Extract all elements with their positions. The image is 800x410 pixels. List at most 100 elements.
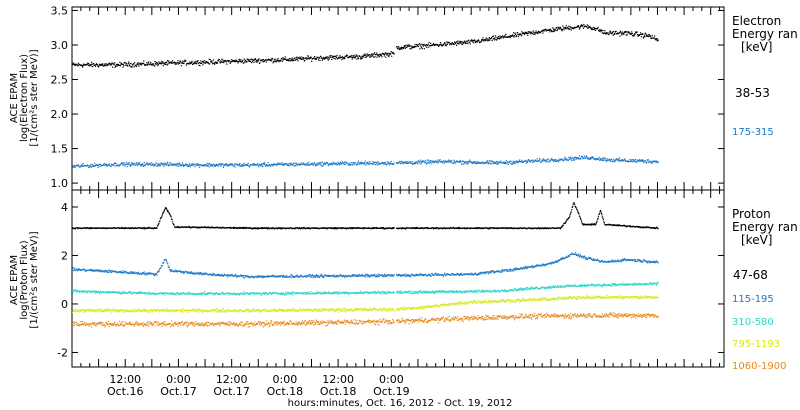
proton-point	[510, 227, 512, 229]
proton-point	[468, 274, 470, 276]
proton-point	[301, 227, 303, 229]
electron-point	[494, 161, 496, 163]
proton-point	[408, 274, 410, 276]
proton-point	[195, 227, 198, 229]
electron-point	[148, 164, 150, 166]
electron-point	[314, 163, 316, 165]
electron-point	[478, 40, 480, 42]
electron-point	[301, 56, 303, 58]
proton-point	[132, 271, 134, 274]
electron-point	[625, 34, 627, 36]
proton-point	[560, 227, 562, 229]
proton-point	[242, 276, 244, 278]
electron-point	[198, 166, 201, 168]
electron-point	[461, 163, 463, 165]
electron-point	[443, 42, 445, 44]
electron-point	[358, 162, 361, 164]
proton-point	[340, 275, 342, 277]
electron-point	[135, 64, 137, 66]
electron-point	[494, 39, 496, 41]
proton-point	[356, 227, 358, 229]
proton-point	[199, 272, 201, 274]
proton-point	[438, 274, 440, 277]
electron-point	[348, 164, 350, 166]
electron-point	[164, 164, 166, 166]
proton-point	[94, 269, 96, 271]
electron-point	[588, 25, 590, 28]
electron-point	[255, 58, 257, 60]
electron-point	[379, 53, 381, 55]
proton-point	[413, 274, 415, 276]
electron-point	[598, 156, 600, 158]
electron-point	[654, 38, 656, 40]
proton-point	[257, 275, 260, 277]
electron-point	[143, 60, 145, 62]
electron-point	[491, 40, 493, 42]
proton-point	[97, 270, 99, 272]
proton-point	[223, 275, 225, 277]
electron-point	[636, 161, 638, 163]
electron-point	[252, 60, 254, 62]
proton-point	[158, 269, 160, 271]
electron-point	[290, 162, 292, 164]
electron-point	[255, 60, 258, 62]
electron-point	[534, 159, 536, 161]
electron-point	[385, 161, 387, 163]
electron-point	[105, 163, 107, 165]
proton-point	[576, 254, 578, 256]
proton-point	[377, 275, 379, 277]
electron-point	[259, 164, 261, 166]
electron-point	[194, 62, 197, 64]
electron-point	[270, 59, 272, 62]
electron-point	[166, 64, 168, 66]
electron-point	[77, 65, 79, 67]
electron-point	[106, 63, 108, 65]
proton-point	[240, 274, 242, 276]
electron-point	[331, 164, 333, 166]
electron-point	[482, 161, 484, 163]
electron-point	[323, 57, 325, 59]
electron-point	[122, 66, 124, 68]
electron-point	[456, 160, 458, 162]
electron-point	[488, 38, 490, 40]
proton-point	[139, 292, 141, 294]
proton-point	[419, 273, 421, 275]
electron-point	[142, 164, 144, 166]
proton-point	[457, 227, 460, 229]
electron-point	[579, 25, 582, 28]
electron-point	[405, 161, 407, 163]
electron-point	[526, 160, 528, 162]
electron-point	[332, 163, 334, 165]
electron-point	[164, 63, 166, 65]
electron-point	[205, 164, 207, 166]
electron-point	[477, 39, 480, 41]
proton-point	[611, 259, 613, 261]
electron-point	[647, 160, 649, 162]
electron-point	[644, 36, 646, 38]
electron-point	[602, 159, 604, 161]
proton-point	[358, 274, 361, 276]
electron-point	[526, 31, 528, 34]
electron-point	[158, 163, 160, 165]
proton-point	[483, 271, 485, 273]
proton-point	[357, 274, 359, 277]
proton-point	[153, 292, 155, 295]
electron-point	[492, 163, 494, 165]
proton-point	[582, 224, 584, 226]
electron-point	[375, 161, 377, 163]
proton-point	[415, 227, 417, 229]
proton-point	[174, 269, 177, 271]
electron-point	[155, 61, 158, 64]
electron-point	[573, 157, 575, 159]
proton-point	[421, 274, 423, 276]
electron-point	[401, 48, 403, 50]
proton-point	[110, 271, 112, 273]
proton-point	[534, 265, 536, 267]
electron-point	[549, 29, 551, 31]
proton-point	[93, 291, 95, 293]
electron-point	[187, 165, 189, 167]
proton-point	[279, 276, 281, 278]
electron-point	[140, 165, 142, 167]
electron-point	[530, 161, 532, 163]
electron-point	[630, 160, 632, 162]
